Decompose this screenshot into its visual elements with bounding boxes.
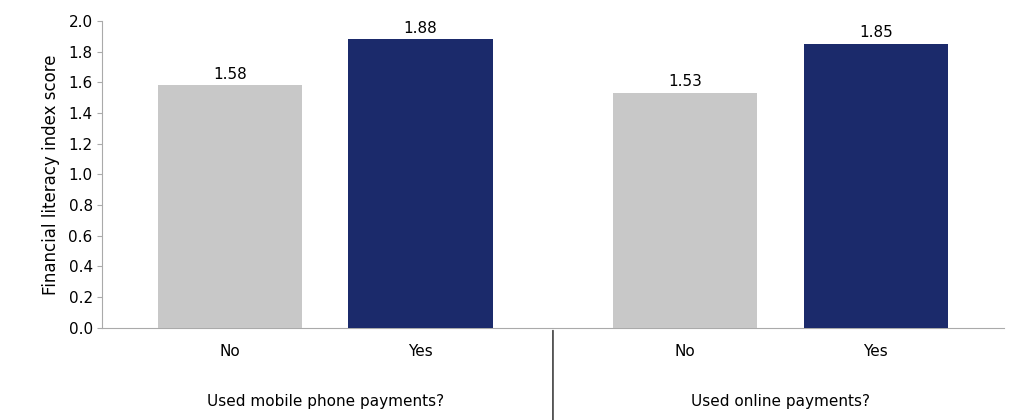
Text: 1.88: 1.88 <box>403 21 437 36</box>
Bar <box>613 93 758 328</box>
Bar <box>158 85 302 328</box>
Y-axis label: Financial literacy index score: Financial literacy index score <box>42 54 60 294</box>
Text: Used online payments?: Used online payments? <box>691 394 870 409</box>
Bar <box>804 44 948 328</box>
Text: 1.58: 1.58 <box>213 66 247 81</box>
Bar <box>348 39 493 328</box>
Text: Used mobile phone payments?: Used mobile phone payments? <box>207 394 444 409</box>
Text: 1.53: 1.53 <box>669 74 702 89</box>
Text: 1.85: 1.85 <box>859 25 893 40</box>
